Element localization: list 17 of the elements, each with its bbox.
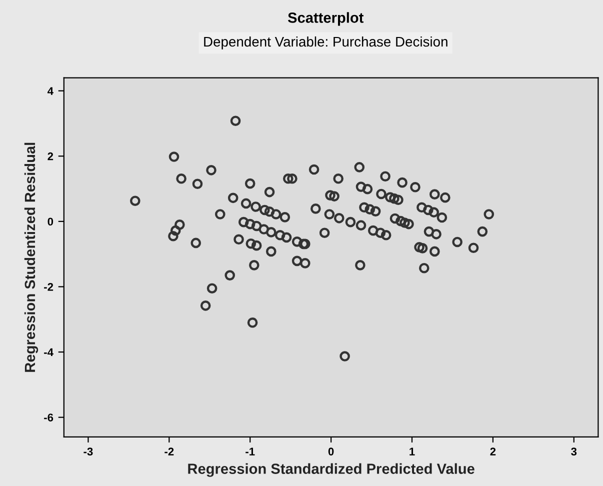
x-tick-label: -3 xyxy=(84,448,93,456)
y-tick-label: 0 xyxy=(48,218,54,226)
y-axis-title: Regression Studentized Residual xyxy=(24,142,38,372)
x-tick-label: 0 xyxy=(328,448,334,456)
y-tick-label: -2 xyxy=(44,282,54,291)
x-axis-title: Regression Standardized Predicted Value xyxy=(188,463,474,477)
y-tick-label: -6 xyxy=(44,414,54,422)
y-tick-label: 2 xyxy=(48,152,54,160)
chart-title: Scatterplot xyxy=(288,12,364,26)
y-tick-label: -4 xyxy=(44,348,54,356)
x-tick-label: -2 xyxy=(164,448,174,456)
x-tick-label: 3 xyxy=(571,448,577,456)
x-tick-label: -1 xyxy=(246,448,255,456)
chart-subtitle: Dependent Variable: Purchase Decision xyxy=(204,36,448,50)
x-tick-label: 2 xyxy=(490,448,496,456)
y-tick-label: 4 xyxy=(47,87,54,95)
x-tick-label: 1 xyxy=(410,448,415,456)
